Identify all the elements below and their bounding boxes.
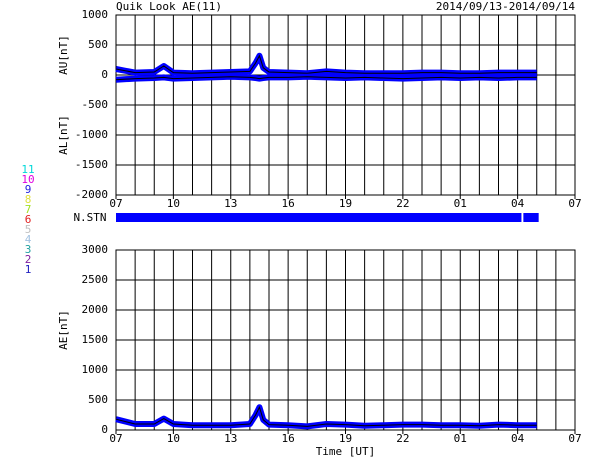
plot-frame: [115, 14, 576, 196]
station-label: 2: [25, 253, 32, 266]
x-tick-label: 22: [396, 432, 409, 445]
y-tick-label: 3000: [82, 243, 109, 256]
y-tick-label: 2500: [82, 273, 109, 286]
y-tick-label: 500: [88, 393, 108, 406]
station-label: 5: [25, 223, 32, 236]
y-axis-label: AE[nT]: [57, 310, 70, 350]
chart-title: Quik Look AE(11): [116, 0, 222, 13]
x-tick-label: 01: [454, 197, 467, 210]
data-line-trace: [115, 405, 537, 427]
y-tick-label: 2000: [82, 303, 109, 316]
y-tick-label: 1000: [82, 363, 109, 376]
y-tick-label: -500: [82, 98, 109, 111]
y-tick-label: -1500: [75, 158, 108, 171]
y-tick-label: 0: [101, 68, 108, 81]
station-label: 10: [21, 173, 34, 186]
y-tick-label: -2000: [75, 188, 108, 201]
y-axis-label: AL[nT]: [57, 115, 70, 155]
station-label: 6: [25, 213, 32, 226]
coverage-bar: [523, 213, 539, 222]
x-axis-label: Time [UT]: [316, 445, 376, 458]
y-tick-label: -1000: [75, 128, 108, 141]
coverage-bar: [116, 213, 522, 222]
date-range: 2014/09/13-2014/09/14: [436, 0, 575, 13]
station-label: 9: [25, 183, 32, 196]
station-label: 11: [21, 163, 34, 176]
x-tick-label: 04: [511, 197, 525, 210]
data-line-trace: [115, 54, 537, 74]
x-tick-label: 16: [282, 197, 295, 210]
x-tick-label: 07: [568, 432, 581, 445]
data-line-trace: [115, 76, 537, 81]
x-tick-label: 22: [396, 197, 409, 210]
x-tick-label: 04: [511, 432, 525, 445]
station-label: 7: [25, 203, 32, 216]
x-tick-label: 13: [224, 432, 237, 445]
y-tick-label: 1500: [82, 333, 109, 346]
station-label: 3: [25, 243, 32, 256]
coverage-label: N.STN: [73, 211, 106, 224]
x-tick-label: 07: [109, 432, 122, 445]
y-tick-label: 0: [101, 423, 108, 436]
x-tick-label: 01: [454, 432, 467, 445]
x-tick-label: 19: [339, 197, 352, 210]
x-tick-label: 10: [167, 432, 180, 445]
x-tick-label: 19: [339, 432, 352, 445]
x-tick-label: 07: [568, 197, 581, 210]
station-label: 1: [25, 263, 32, 276]
x-tick-label: 10: [167, 197, 180, 210]
plot-frame: [115, 249, 576, 431]
y-tick-label: 1000: [82, 8, 109, 21]
y-axis-label: AU[nT]: [57, 35, 70, 75]
x-tick-label: 07: [109, 197, 122, 210]
x-tick-label: 16: [282, 432, 295, 445]
x-tick-label: 13: [224, 197, 237, 210]
y-tick-label: 500: [88, 38, 108, 51]
station-label: 8: [25, 193, 32, 206]
station-label: 4: [25, 233, 32, 246]
